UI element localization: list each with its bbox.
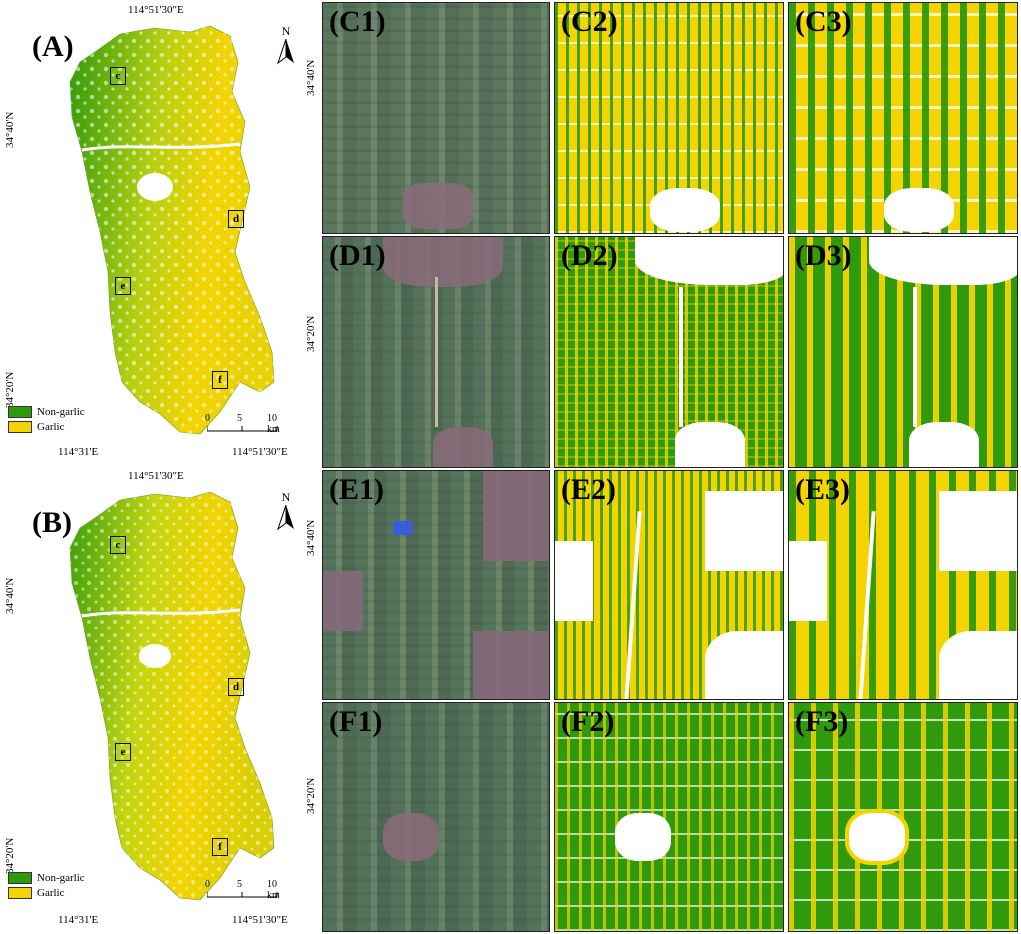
panel-e2-label: (E2)	[561, 473, 616, 506]
panel-c1: (C1)	[322, 2, 550, 234]
map-a-north-arrow: N	[276, 24, 296, 65]
map-b-box-f: f	[212, 838, 228, 856]
legend-swatch-garlic	[8, 420, 32, 433]
row-e-coord: 34°40'N	[305, 519, 317, 556]
map-b-box-d: d	[228, 678, 244, 696]
map-b-label: (B)	[32, 506, 72, 539]
north-arrow-icon	[277, 39, 294, 65]
map-b-left-coord-upper: 34°40'N	[4, 577, 16, 614]
map-a-top-coord: 114°51'30"E	[128, 4, 184, 16]
legend-swatch-non-garlic	[8, 871, 32, 884]
panel-c2-label: (C2)	[561, 5, 618, 38]
legend-swatch-garlic	[8, 886, 32, 899]
panel-c3: (C3)	[788, 2, 1018, 234]
map-b-box-c: c	[110, 536, 126, 554]
panel-e1-label: (E1)	[329, 473, 384, 506]
row-d-coord: 34°20'N	[305, 315, 317, 352]
panel-d3: (D3)	[788, 236, 1018, 468]
panel-f1: (F1)	[322, 702, 550, 932]
panel-f2-label: (F2)	[561, 705, 615, 738]
panel-f2: (F2)	[554, 702, 784, 932]
row-f-coord: 34°20'N	[305, 777, 317, 814]
map-b-scalebar: 0 5 10 km	[205, 879, 285, 903]
map-b-region	[69, 491, 275, 901]
map-a-box-f: f	[212, 371, 228, 389]
map-a-box-c: c	[110, 67, 126, 85]
map-b-figure: 114°51'30"E 34°40'N 34°20'N (B) c d e f …	[0, 466, 318, 934]
row-c-coord: 34°40'N	[305, 59, 317, 96]
map-a-box-d: d	[228, 210, 244, 228]
legend-item-garlic: Garlic	[8, 885, 85, 900]
map-b-box-e: e	[115, 743, 131, 761]
panel-e1: (E1)	[322, 470, 550, 700]
panel-f3-label: (F3)	[795, 705, 849, 738]
legend-item-garlic: Garlic	[8, 419, 85, 434]
map-a-legend: Non-garlic Garlic	[8, 404, 85, 434]
map-b-bottom-right-coord: 114°51'30"E	[232, 914, 288, 926]
legend-item-non-garlic: Non-garlic	[8, 870, 85, 885]
scale-tick-label: 0	[205, 413, 210, 424]
panel-f1-label: (F1)	[329, 705, 383, 738]
map-b-north-arrow: N	[276, 490, 296, 531]
scale-tick-label: 0	[205, 879, 210, 890]
panel-c1-label: (C1)	[329, 5, 386, 38]
panel-d1: (D1)	[322, 236, 550, 468]
map-a-scalebar: 0 5 10 km	[205, 413, 285, 437]
map-b-top-coord: 114°51'30"E	[128, 470, 184, 482]
panel-d2-label: (D2)	[561, 239, 618, 272]
map-b-legend: Non-garlic Garlic	[8, 870, 85, 900]
map-a-bottom-left-coord: 114°31'E	[58, 446, 99, 458]
legend-label: Non-garlic	[37, 871, 85, 884]
panel-d1-label: (D1)	[329, 239, 386, 272]
map-a-bottom-right-coord: 114°51'30"E	[232, 446, 288, 458]
north-arrow-icon	[277, 505, 294, 531]
scale-tick-label: 10 km	[267, 879, 280, 901]
panel-e3-label: (E3)	[795, 473, 850, 506]
map-a-figure: 114°51'30"E 34°40'N 34°20'N (A) c d e f …	[0, 0, 318, 465]
panel-c3-label: (C3)	[795, 5, 852, 38]
panel-c2: (C2)	[554, 2, 784, 234]
map-b-left-coord-lower: 34°20'N	[4, 837, 16, 874]
scale-bar-line	[207, 892, 278, 898]
legend-label: Garlic	[37, 886, 65, 899]
map-a-north-label: N	[281, 24, 291, 38]
map-b-bottom-left-coord: 114°31'E	[58, 914, 99, 926]
legend-item-non-garlic: Non-garlic	[8, 404, 85, 419]
map-a-label: (A)	[32, 30, 74, 63]
map-a-box-e: e	[115, 277, 131, 295]
panel-e2: (E2)	[554, 470, 784, 700]
scale-tick-label: 10 km	[267, 413, 280, 435]
map-a-region	[69, 25, 275, 435]
legend-label: Garlic	[37, 420, 65, 433]
map-b-north-label: N	[281, 490, 291, 504]
scale-tick-label: 5	[237, 879, 242, 890]
panel-e3: (E3)	[788, 470, 1018, 700]
map-a-left-coord-upper: 34°40'N	[4, 111, 16, 148]
panel-f3: (F3)	[788, 702, 1018, 932]
scale-bar-line	[207, 426, 278, 432]
scale-tick-label: 5	[237, 413, 242, 424]
panel-d3-label: (D3)	[795, 239, 852, 272]
map-a-left-coord-lower: 34°20'N	[4, 371, 16, 408]
legend-swatch-non-garlic	[8, 405, 32, 418]
panel-d2: (D2)	[554, 236, 784, 468]
legend-label: Non-garlic	[37, 405, 85, 418]
